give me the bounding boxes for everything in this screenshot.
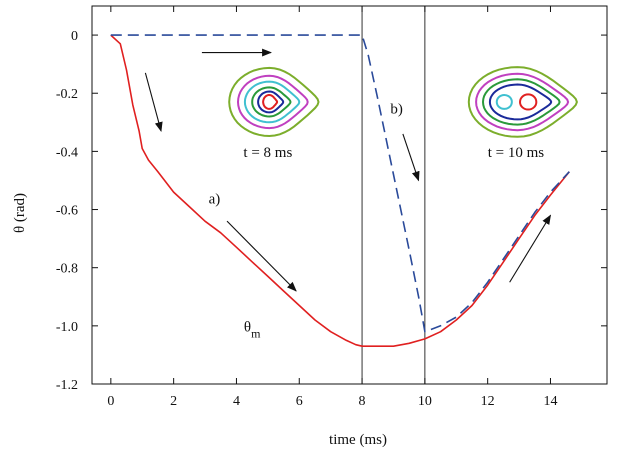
x-tick-label: 14	[543, 394, 557, 409]
contour-line	[262, 94, 279, 110]
x-tick-label: 8	[359, 394, 366, 409]
x-tick-label: 0	[107, 394, 114, 409]
contour-island	[519, 93, 538, 111]
annotation-label: a)	[209, 192, 221, 208]
annotation-label: t = 10 ms	[488, 145, 545, 161]
y-tick-label: -0.2	[56, 87, 78, 102]
contour-line	[243, 80, 301, 124]
x-tick-label: 2	[170, 394, 177, 409]
vertical-lines-layer	[361, 6, 426, 384]
axes-layer: 0 2 4 6 8 10 12 14 0 -0.2 -0.4 -0.6 -0.8 -1.0 -1.2	[56, 5, 608, 409]
arrows-layer	[144, 48, 551, 292]
contour-island	[495, 93, 513, 110]
annotation-label: θm	[244, 320, 261, 341]
contour-line	[475, 72, 570, 132]
trend-arrow	[402, 133, 420, 182]
x-axis-title: time (ms)	[329, 432, 387, 448]
x-tick-label: 4	[233, 394, 240, 409]
x-tick-label: 10	[418, 394, 432, 409]
x-tick-label: 6	[296, 394, 303, 409]
y-tick-label: 0	[71, 29, 78, 44]
insets-layer	[228, 66, 578, 138]
y-tick-label: -0.6	[56, 204, 78, 219]
trend-arrow	[226, 220, 297, 292]
contour-line	[228, 66, 320, 138]
y-tick-label: -0.8	[56, 262, 78, 277]
contour-line	[481, 78, 561, 126]
annotation-label: t = 8 ms	[243, 145, 292, 161]
contour-line	[251, 86, 292, 118]
plot-frame	[91, 5, 608, 385]
y-tick-label: -0.4	[56, 145, 78, 160]
y-tick-label: -1.0	[56, 320, 78, 335]
x-tick-label: 12	[481, 394, 495, 409]
contour-line	[467, 66, 578, 138]
contour-line	[257, 90, 285, 114]
y-tick-label: -1.2	[56, 378, 78, 393]
series-line	[110, 34, 570, 347]
series-layer	[110, 34, 570, 347]
annotation-label: b)	[390, 102, 403, 118]
trend-arrow	[144, 72, 163, 132]
series-line	[110, 34, 570, 333]
y-axis-title: θ (rad)	[12, 193, 28, 233]
contour-line	[488, 83, 553, 121]
annotations-layer: a) b) θm t = 8 ms t = 10 ms	[209, 102, 545, 341]
contour-line	[236, 74, 309, 130]
trend-arrow	[509, 214, 551, 283]
